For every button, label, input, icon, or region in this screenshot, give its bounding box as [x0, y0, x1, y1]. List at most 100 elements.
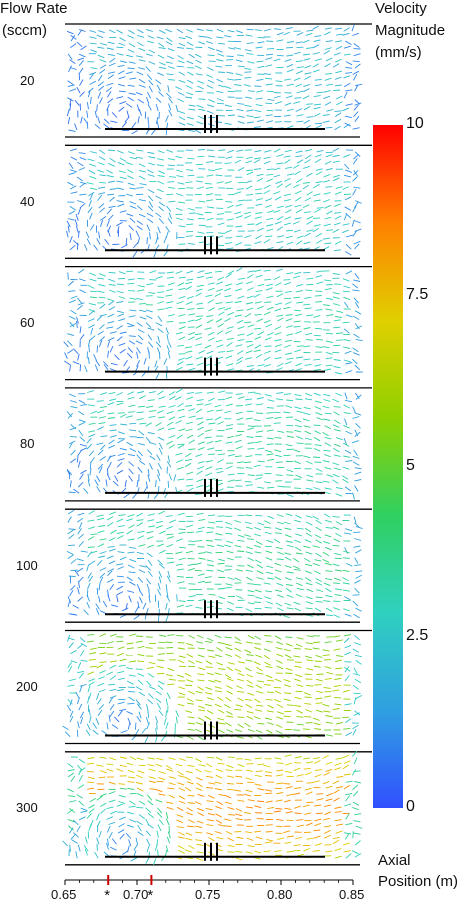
- flow-vector: [218, 730, 224, 733]
- flow-vector: [129, 839, 131, 846]
- flow-vector: [107, 672, 113, 675]
- flow-vector: [129, 596, 132, 603]
- flow-vector: [344, 785, 350, 789]
- flow-vector: [303, 89, 309, 92]
- flow-vector: [166, 526, 173, 529]
- flow-vector: [68, 770, 75, 771]
- flow-vector: [248, 846, 255, 847]
- flow-vector: [151, 129, 155, 135]
- flow-vector: [336, 96, 342, 99]
- flow-vector: [226, 428, 233, 429]
- flow-vector: [139, 48, 146, 51]
- flow-vector: [167, 345, 170, 352]
- flow-vector: [67, 809, 73, 813]
- flow-vector: [294, 326, 301, 327]
- flow-vector: [326, 722, 333, 723]
- flow-vector: [90, 648, 97, 649]
- flow-vector: [197, 105, 204, 107]
- flow-vector: [216, 775, 222, 778]
- flow-vector: [313, 70, 320, 72]
- flow-vector: [100, 393, 107, 395]
- flow-vector: [215, 405, 222, 407]
- flow-vector: [225, 331, 231, 334]
- flow-vector: [156, 342, 161, 347]
- flow-vector: [148, 163, 155, 165]
- flow-vector: [333, 608, 340, 610]
- flow-vector: [138, 443, 145, 445]
- flow-vector: [257, 571, 263, 574]
- flow-vector: [97, 698, 101, 704]
- flow-vector: [158, 428, 165, 431]
- flow-vector: [139, 85, 146, 87]
- flow-vector: [296, 284, 303, 286]
- flow-vector: [248, 271, 255, 272]
- flow-vector: [107, 723, 108, 730]
- flow-vector: [186, 422, 193, 424]
- flow-vector: [327, 475, 334, 477]
- flow-vector: [265, 205, 272, 207]
- flow-vector: [275, 102, 282, 104]
- flow-vector: [77, 644, 82, 649]
- flow-vector: [137, 661, 144, 662]
- flow-vector: [97, 170, 104, 172]
- flow-vector: [307, 230, 314, 232]
- flow-vector: [88, 537, 94, 541]
- flow-vector: [286, 236, 293, 238]
- flow-vector: [295, 171, 301, 175]
- flow-vector: [90, 50, 97, 53]
- flow-vector: [73, 349, 78, 354]
- flow-vector: [109, 822, 116, 824]
- flow-vector: [346, 104, 353, 106]
- flow-vector: [65, 352, 68, 358]
- flow-vector: [94, 245, 98, 251]
- flow-vector: [266, 801, 273, 802]
- flow-vector: [275, 303, 282, 305]
- flow-vector: [168, 428, 175, 429]
- flow-vector: [198, 581, 205, 583]
- flow-vector: [187, 42, 193, 45]
- flow-vector: [294, 520, 301, 522]
- flow-vector: [188, 243, 195, 244]
- flow-vector: [275, 350, 282, 352]
- flow-vector: [198, 422, 204, 425]
- flow-vector: [333, 293, 340, 294]
- flow-vector: [187, 61, 194, 64]
- flow-vector: [316, 597, 323, 598]
- flow-vector: [234, 48, 241, 50]
- flow-vector: [244, 212, 251, 214]
- flow-vector: [90, 152, 97, 154]
- flow-vector: [254, 527, 261, 529]
- flow-vector: [199, 351, 205, 354]
- flow-vector: [255, 441, 262, 442]
- flow-vector: [80, 650, 84, 656]
- flow-vector: [305, 674, 312, 675]
- flow-vector: [156, 237, 158, 244]
- flow-vector: [237, 418, 244, 420]
- flow-vector: [304, 813, 311, 815]
- flow-vector: [187, 532, 194, 533]
- flow-vector: [333, 327, 340, 328]
- flow-vector: [100, 314, 107, 316]
- flow-vector: [186, 86, 192, 89]
- flow-vector: [297, 854, 304, 856]
- flow-vector: [323, 200, 330, 203]
- flow-vector: [115, 475, 118, 481]
- flow-vector: [355, 244, 360, 249]
- flow-vector: [267, 229, 274, 231]
- flow-vector: [81, 808, 88, 811]
- flow-vector: [316, 540, 322, 544]
- flow-vector: [78, 269, 84, 273]
- flow-vector: [354, 450, 358, 456]
- flow-vector: [149, 693, 154, 698]
- flow-vector: [208, 680, 215, 682]
- flow-vector: [198, 433, 204, 437]
- flow-vector: [305, 73, 312, 74]
- flow-vector: [196, 531, 203, 532]
- flow-vector: [326, 127, 333, 128]
- flow-vector: [207, 207, 214, 208]
- flow-vector: [323, 305, 330, 306]
- flow-vector: [96, 476, 100, 482]
- flow-vector: [156, 98, 161, 103]
- flow-vector: [87, 583, 90, 589]
- flow-vector: [265, 776, 272, 777]
